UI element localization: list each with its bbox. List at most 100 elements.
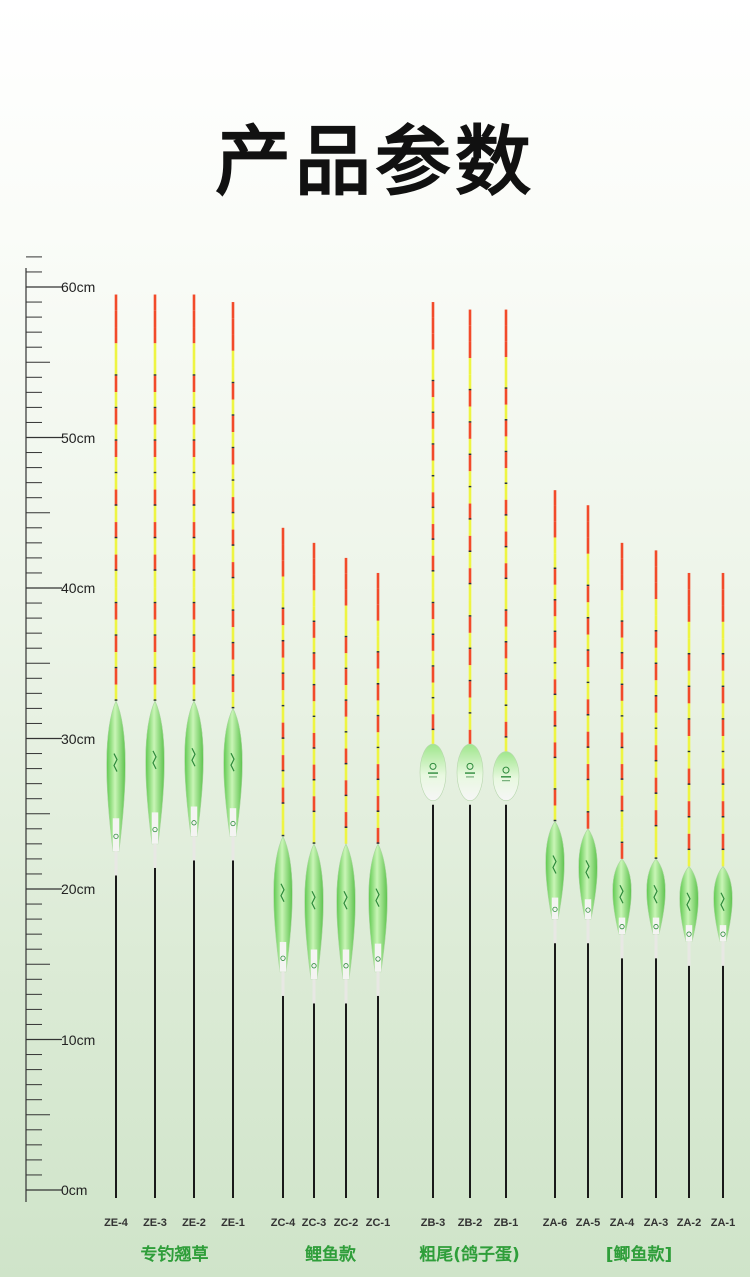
float-tip-band xyxy=(586,584,590,587)
float-tip-segment xyxy=(553,490,557,506)
float-tip-segment xyxy=(620,606,624,622)
float-tip-segment xyxy=(312,542,316,559)
float-tip-segment xyxy=(553,726,557,743)
float-tip-band xyxy=(553,756,557,759)
float-tip-band xyxy=(431,474,435,477)
float-tip-segment xyxy=(431,698,435,715)
float-tip-segment xyxy=(586,796,590,813)
float-tip-segment xyxy=(431,302,435,318)
float-tip-band xyxy=(312,842,316,844)
float-tip-segment xyxy=(344,700,348,717)
float-tip-segment xyxy=(344,716,348,733)
float-tip-band xyxy=(504,482,508,484)
float-zc-4 xyxy=(273,527,293,1198)
float-tip-segment xyxy=(231,448,235,465)
float-tip-segment xyxy=(620,621,624,638)
float-tip-segment xyxy=(344,605,348,622)
float-tip-segment xyxy=(431,381,435,398)
float-tip-segment xyxy=(281,706,285,723)
float-tip-segment xyxy=(620,653,624,670)
float-tip-segment xyxy=(687,801,691,818)
float-tip-band xyxy=(620,651,624,654)
float-tip-segment xyxy=(553,695,557,711)
float-tip-band xyxy=(281,607,285,609)
float-tip-segment xyxy=(620,574,624,591)
float-logo-mark xyxy=(375,888,380,907)
float-tip-segment xyxy=(586,731,590,748)
float-tip-segment xyxy=(620,748,624,765)
float-tip-segment xyxy=(620,685,624,701)
float-tip-segment xyxy=(654,631,658,648)
float-tip-segment xyxy=(687,752,691,769)
float-tip-segment xyxy=(468,713,472,730)
float-tip-segment xyxy=(344,732,348,749)
float-tip-band xyxy=(431,443,435,445)
float-body xyxy=(456,743,484,801)
float-ring xyxy=(585,907,591,913)
float-body-base xyxy=(374,943,382,972)
float-tip-band xyxy=(376,810,380,812)
float-tip-band xyxy=(620,778,624,780)
float-tip-segment xyxy=(431,365,435,382)
float-tip-segment xyxy=(312,669,316,686)
float-tip-segment xyxy=(281,657,285,674)
float-tip-band xyxy=(281,737,285,739)
float-tip-band xyxy=(431,633,435,636)
float-neck xyxy=(376,971,380,996)
float-tip-segment xyxy=(114,408,118,425)
float-tip-segment xyxy=(114,359,118,376)
float-tip-segment xyxy=(553,521,557,538)
float-tip-band xyxy=(376,778,380,781)
float-tip-band xyxy=(192,601,196,604)
float-tip-segment xyxy=(504,531,508,548)
float-tip-band xyxy=(620,746,624,749)
float-tip-band xyxy=(504,672,508,675)
float-body-base xyxy=(310,949,318,980)
float-tip-segment xyxy=(281,560,285,577)
float-za-6 xyxy=(545,490,565,1198)
float-neck xyxy=(114,851,118,876)
model-label: ZB-2 xyxy=(457,1217,483,1229)
float-tip-band xyxy=(468,421,472,423)
float-tip-segment xyxy=(721,638,725,655)
float-tip-band xyxy=(153,374,157,376)
float-tip-segment xyxy=(281,592,285,609)
float-tip-segment xyxy=(231,562,235,579)
float-tip-segment xyxy=(281,690,285,707)
float-tip-segment xyxy=(192,375,196,393)
float-tip-segment xyxy=(553,663,557,680)
float-tip-segment xyxy=(504,436,508,453)
float-tip-band xyxy=(620,841,624,844)
float-tip-segment xyxy=(504,483,508,500)
float-tip-segment xyxy=(431,460,435,477)
float-tip-band xyxy=(654,727,658,729)
float-tip-segment xyxy=(376,620,380,637)
float-tip-segment xyxy=(192,635,196,653)
float-tip-segment xyxy=(504,499,508,516)
float-tip-band xyxy=(431,570,435,572)
float-tip-band xyxy=(312,620,316,623)
float-tip-segment xyxy=(114,310,118,328)
float-neck xyxy=(153,843,157,868)
float-tip-segment xyxy=(586,667,590,684)
float-tip-band xyxy=(231,446,235,449)
float-tip-band xyxy=(312,747,316,749)
float-tip-segment xyxy=(687,703,691,720)
float-tip-band xyxy=(468,582,472,585)
float-tip-segment xyxy=(504,626,508,643)
float-tip-segment xyxy=(586,634,590,651)
float-tip-segment xyxy=(620,843,624,859)
float-tip-band xyxy=(312,652,316,654)
float-tip-band xyxy=(153,666,157,669)
float-tip-segment xyxy=(586,586,590,603)
float-tip-segment xyxy=(114,652,118,669)
float-tip-band xyxy=(376,842,380,844)
float-tip-band xyxy=(620,809,624,812)
float-body-base xyxy=(551,897,559,920)
float-tip-band xyxy=(504,736,508,738)
float-tip-segment xyxy=(312,812,316,829)
float-body-base xyxy=(190,806,198,837)
float-tip-segment xyxy=(620,795,624,812)
float-tip-band xyxy=(687,652,691,655)
float-tip-segment xyxy=(721,752,725,769)
